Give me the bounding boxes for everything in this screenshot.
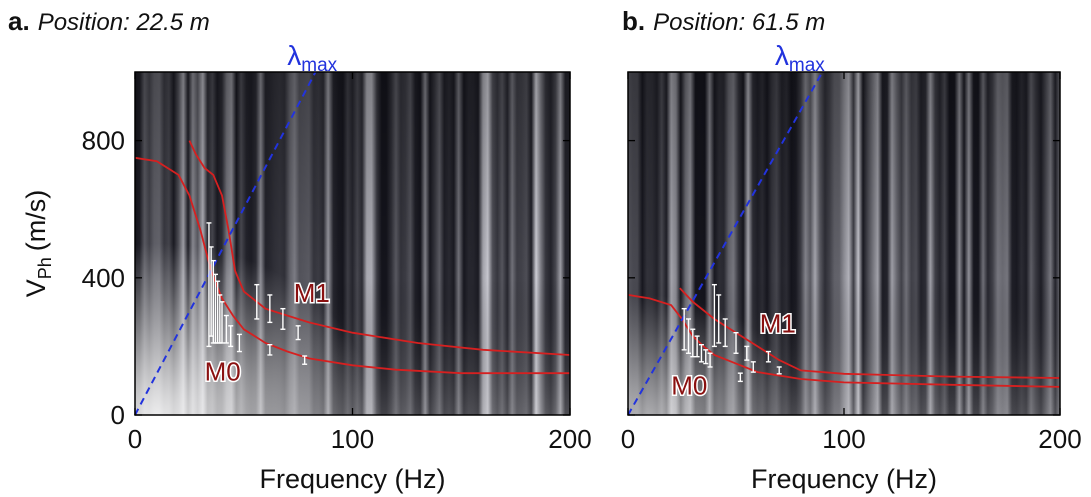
error-bar — [694, 335, 700, 358]
error-bar — [703, 349, 709, 365]
error-bar — [236, 333, 242, 353]
y-axis-label: VPh (m/s) — [21, 190, 55, 298]
error-bar — [219, 301, 225, 344]
y-tick-label: 800 — [82, 126, 125, 156]
error-bar — [280, 307, 286, 330]
error-bar — [750, 361, 756, 373]
panel-title: b. Position: 61.5 m — [622, 6, 825, 36]
mode-label: M0 — [671, 370, 707, 400]
error-bar — [295, 325, 301, 341]
panel-letter: b. — [622, 6, 645, 36]
error-bar — [716, 294, 722, 344]
error-bar — [685, 318, 691, 354]
error-bar — [267, 294, 273, 324]
mode-curve — [627, 294, 1061, 388]
mode-curve — [134, 156, 570, 375]
y-tick-label: 0 — [111, 400, 125, 430]
panel-letter: a. — [8, 6, 30, 36]
error-bar — [698, 343, 704, 363]
lambda-max-line — [134, 71, 317, 416]
y-label-sub: Ph — [35, 257, 55, 279]
error-bar — [744, 345, 750, 361]
x-tick-label: 0 — [621, 424, 635, 454]
spectrum-glow — [135, 72, 570, 415]
lambda-label: λmax — [287, 40, 337, 76]
lambda-sub: max — [301, 55, 337, 76]
x-tick-label: 0 — [128, 424, 142, 454]
x-axis-label: Frequency (Hz) — [751, 464, 937, 494]
lambda-label: λmax — [775, 40, 825, 76]
error-bar — [267, 343, 273, 356]
error-bar — [765, 350, 771, 363]
panel-title: a. Position: 22.5 m — [8, 6, 210, 36]
error-bar — [690, 328, 696, 358]
lambda-max-line — [627, 71, 824, 416]
lambda-symbol: λ — [775, 40, 789, 71]
error-bar — [707, 352, 713, 368]
lambda-sub: max — [789, 55, 825, 76]
error-bar — [737, 372, 743, 383]
x-tick-label: 200 — [548, 424, 591, 454]
spectrum-glow — [628, 72, 1060, 415]
panel-subtitle: Position: 61.5 m — [653, 9, 825, 36]
x-tick-label: 100 — [822, 424, 865, 454]
error-bar — [223, 314, 229, 344]
panel-subtitle: Position: 22.5 m — [38, 9, 210, 36]
mode-label: M0 — [205, 357, 241, 387]
x-tick-label: 200 — [1038, 424, 1081, 454]
error-bar — [733, 331, 739, 354]
error-bar — [206, 222, 212, 348]
y-tick-label: 400 — [82, 263, 125, 293]
mode-label: M1 — [294, 278, 330, 308]
error-bar — [228, 325, 234, 348]
error-bar — [302, 355, 308, 365]
x-tick-label: 100 — [331, 424, 374, 454]
error-bar — [722, 318, 728, 348]
mode-label: M1 — [760, 309, 796, 339]
error-bar — [711, 283, 717, 348]
lambda-symbol: λ — [287, 40, 301, 71]
y-label-unit: (m/s) — [21, 190, 51, 251]
x-axis-label: Frequency (Hz) — [259, 464, 445, 494]
y-label-main: V — [21, 279, 51, 297]
error-bar — [254, 283, 260, 320]
error-bar — [776, 366, 782, 375]
mode-curve — [188, 140, 571, 356]
error-bar — [681, 307, 687, 351]
